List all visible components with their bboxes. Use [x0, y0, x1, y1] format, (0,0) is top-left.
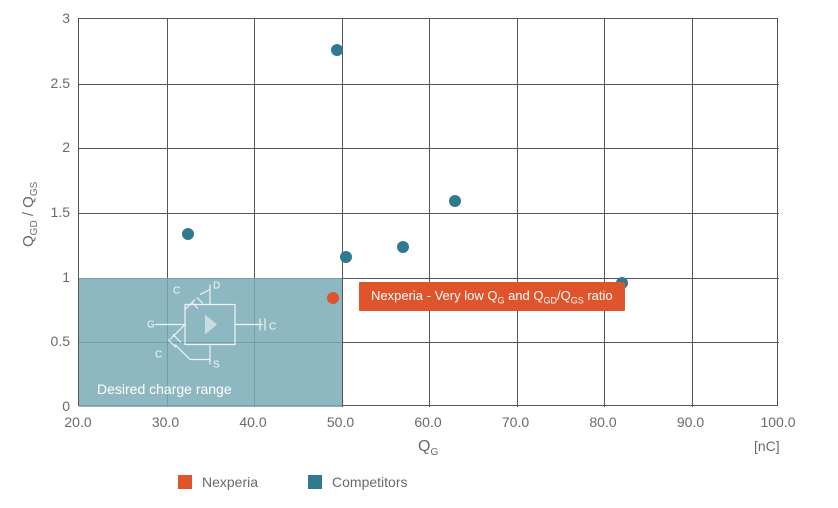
data-point [340, 251, 352, 263]
x-tick-label: 50.0 [316, 414, 366, 430]
legend-swatch [308, 475, 322, 489]
chart-container: Desired charge range G D S C C C Nexperi… [0, 0, 838, 508]
data-point [449, 195, 461, 207]
x-axis-title: QG [418, 438, 438, 458]
y-tick-label: 1 [30, 269, 70, 285]
svg-text:C: C [173, 285, 180, 296]
desired-charge-range-region: Desired charge range G D S C C C [79, 278, 342, 407]
y-tick-label: 2 [30, 139, 70, 155]
x-tick-label: 40.0 [228, 414, 278, 430]
y-tick-label: 2.5 [30, 75, 70, 91]
x-axis-unit: [nC] [754, 438, 780, 454]
data-point [331, 44, 343, 56]
svg-text:G: G [147, 319, 155, 330]
x-tick-label: 90.0 [666, 414, 716, 430]
legend-swatch [178, 475, 192, 489]
grid-line-horizontal [79, 148, 779, 149]
svg-text:D: D [213, 280, 220, 291]
y-tick-label: 1.5 [30, 204, 70, 220]
x-tick-label: 80.0 [578, 414, 628, 430]
legend-item: Nexperia [178, 474, 258, 490]
plot-area: Desired charge range G D S C C C Nexperi… [78, 18, 778, 406]
nexperia-callout: Nexperia - Very low QG and QGD/QGS ratio [359, 282, 625, 312]
y-tick-label: 0.5 [30, 333, 70, 349]
svg-text:S: S [213, 359, 220, 369]
legend-label: Competitors [332, 474, 407, 490]
legend-item: Competitors [308, 474, 407, 490]
x-tick-label: 20.0 [53, 414, 103, 430]
svg-text:C: C [155, 349, 162, 360]
grid-line-horizontal [79, 213, 779, 214]
data-point [182, 228, 194, 240]
desired-range-label: Desired charge range [97, 381, 232, 397]
svg-text:C: C [269, 321, 276, 332]
x-tick-label: 100.0 [753, 414, 803, 430]
x-tick-label: 60.0 [403, 414, 453, 430]
mosfet-schematic-icon: G D S C C C [135, 279, 285, 374]
y-tick-label: 3 [30, 10, 70, 26]
legend-label: Nexperia [202, 474, 258, 490]
data-point [397, 241, 409, 253]
legend: Nexperia Competitors [178, 474, 408, 490]
data-point [327, 292, 339, 304]
y-tick-label: 0 [30, 398, 70, 414]
x-tick-label: 30.0 [141, 414, 191, 430]
grid-line-horizontal [79, 84, 779, 85]
x-tick-label: 70.0 [491, 414, 541, 430]
